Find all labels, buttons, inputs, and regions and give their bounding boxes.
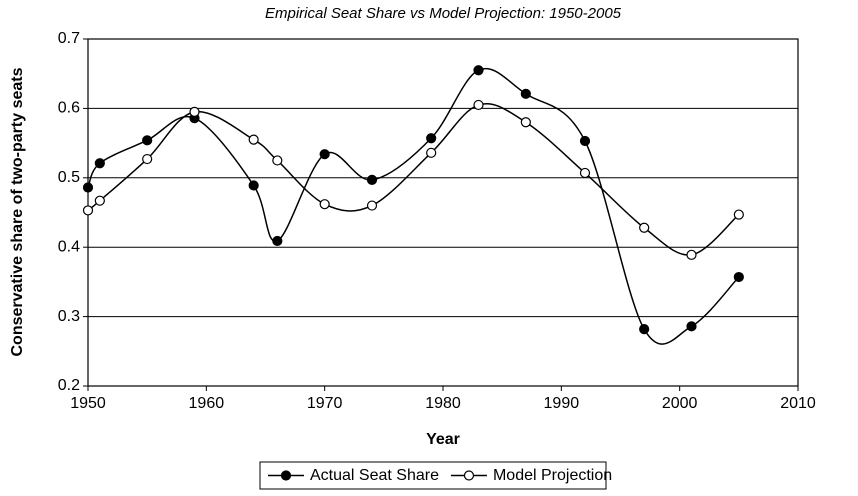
series-line — [87, 102, 740, 256]
x-tick-label: 2000 — [662, 395, 698, 412]
data-point — [142, 153, 153, 165]
x-tick-label: 1990 — [544, 395, 580, 412]
data-point — [248, 180, 259, 191]
data-point — [579, 167, 591, 179]
legend-marker — [280, 470, 292, 481]
data-point — [426, 147, 437, 158]
x-tick-label: 1980 — [425, 395, 461, 412]
data-point — [82, 182, 94, 193]
x-axis-label: Year — [426, 431, 460, 448]
data-point — [94, 158, 105, 169]
chart-title: Empirical Seat Share vs Model Projection… — [265, 5, 622, 22]
x-tick-label: 1950 — [70, 395, 106, 412]
y-tick-label: 0.4 — [58, 238, 80, 255]
y-tick-label: 0.6 — [58, 100, 80, 117]
x-tick-label: 2010 — [780, 395, 816, 412]
data-point — [686, 321, 697, 332]
data-point — [733, 209, 744, 220]
y-axis-label: Conservative share of two-party seats — [9, 67, 26, 356]
data-point — [142, 135, 153, 146]
data-point — [473, 65, 484, 76]
y-tick-label: 0.3 — [58, 308, 80, 325]
data-point — [639, 323, 650, 335]
data-point — [272, 235, 283, 247]
series-line — [87, 67, 740, 345]
legend-box — [259, 461, 607, 490]
legend-label: Model Projection — [493, 467, 612, 484]
data-point — [579, 135, 591, 147]
data-point — [319, 149, 330, 160]
data-point — [94, 195, 105, 206]
plot-border — [87, 38, 799, 387]
data-point — [520, 117, 531, 128]
data-point — [189, 106, 200, 117]
x-tick-label: 1970 — [307, 395, 343, 412]
y-tick-label: 0.7 — [58, 30, 80, 47]
y-tick-label: 0.2 — [58, 377, 80, 394]
data-point — [426, 133, 437, 144]
data-point — [82, 205, 94, 216]
legend-label: Actual Seat Share — [310, 467, 439, 484]
data-point — [639, 222, 650, 233]
data-point — [319, 199, 330, 210]
data-point — [366, 200, 378, 211]
y-tick-label: 0.5 — [58, 169, 80, 186]
data-point — [733, 271, 744, 283]
data-point — [520, 88, 531, 99]
legend-marker — [463, 470, 475, 481]
data-point — [686, 249, 697, 260]
data-point — [473, 99, 484, 111]
x-tick-label: 1960 — [189, 395, 225, 412]
data-point — [248, 134, 259, 145]
data-point — [272, 155, 283, 166]
data-point — [366, 174, 378, 185]
